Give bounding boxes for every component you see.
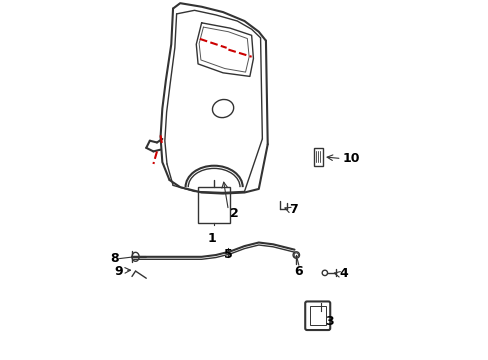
Text: 4: 4 bbox=[339, 267, 347, 280]
Text: 6: 6 bbox=[294, 265, 303, 278]
Text: 3: 3 bbox=[324, 315, 333, 328]
Text: 5: 5 bbox=[224, 248, 232, 261]
Text: 2: 2 bbox=[230, 207, 239, 220]
Text: 9: 9 bbox=[114, 265, 123, 278]
Bar bbox=[313, 148, 323, 166]
Bar bbox=[198, 187, 230, 223]
Text: 10: 10 bbox=[342, 152, 360, 165]
Text: 8: 8 bbox=[110, 252, 119, 265]
Text: 1: 1 bbox=[207, 232, 216, 245]
Text: 7: 7 bbox=[288, 203, 297, 216]
Bar bbox=[309, 306, 325, 325]
